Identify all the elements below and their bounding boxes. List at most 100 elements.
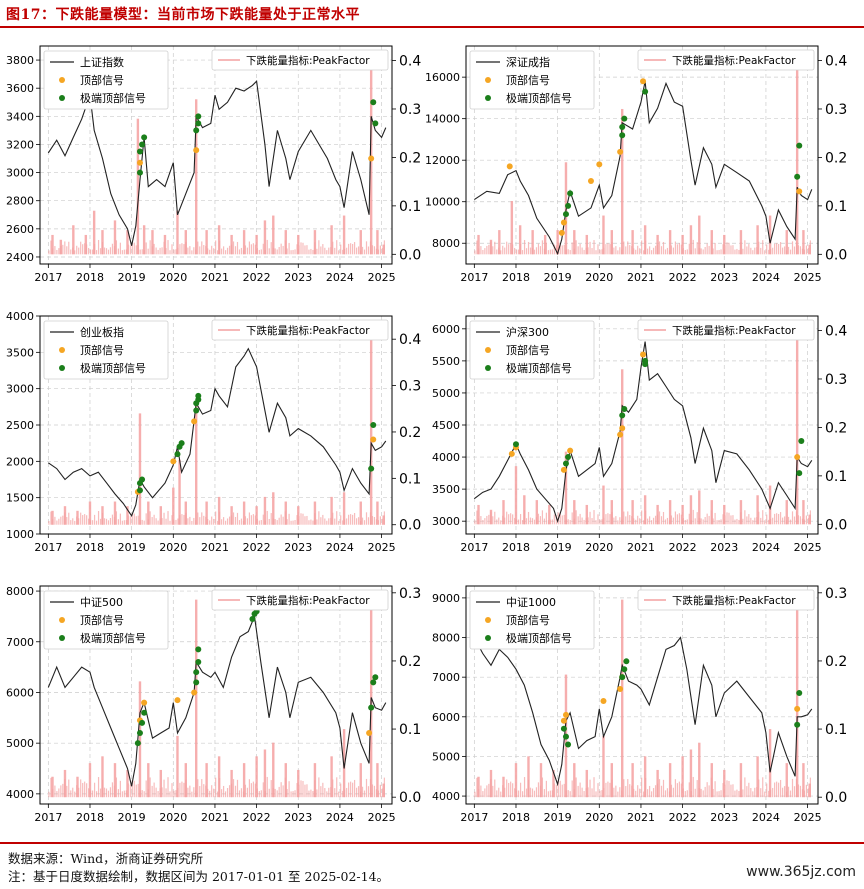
extreme-top-signal-point: [141, 709, 148, 716]
peak-factor-bar: [548, 504, 551, 525]
peak-factor-noise: [149, 240, 151, 255]
peak-factor-noise: [718, 249, 720, 255]
peak-factor-noise: [238, 249, 241, 255]
peak-factor-noise: [280, 782, 282, 798]
peak-factor-noise: [80, 779, 82, 798]
x-tick-label: 2019: [118, 541, 146, 554]
peak-factor-noise: [500, 791, 502, 798]
peak-factor-bar: [205, 230, 208, 255]
peak-factor-noise: [521, 791, 524, 798]
extreme-top-signal-point: [372, 674, 379, 681]
peak-factor-noise: [746, 786, 748, 798]
peak-factor-noise: [635, 249, 637, 255]
peak-factor-noise: [117, 248, 120, 255]
peak-factor-bar: [195, 599, 198, 798]
peak-factor-noise: [145, 780, 147, 798]
peak-factor-noise: [153, 243, 155, 255]
peak-factor-bar: [723, 769, 726, 798]
peak-factor-noise: [543, 789, 546, 798]
peak-factor-bar: [369, 592, 373, 798]
legend-peak-label: 下跌能量指标:PeakFactor: [246, 324, 370, 337]
peak-factor-noise: [306, 245, 308, 255]
x-tick-label: 2020: [159, 811, 187, 824]
peak-factor-noise: [496, 519, 498, 525]
peak-factor-noise: [676, 783, 678, 798]
peak-factor-noise: [601, 519, 603, 525]
peak-factor-noise: [801, 789, 804, 798]
peak-factor-noise: [740, 780, 742, 798]
peak-factor-noise: [549, 249, 551, 255]
peak-factor-noise: [292, 520, 294, 525]
peak-factor-noise: [694, 788, 696, 798]
peak-factor-noise: [123, 249, 125, 255]
top-signal-point: [640, 351, 647, 358]
peak-factor-noise: [157, 249, 159, 255]
y-right-tick-label: 0.0: [399, 247, 421, 263]
peak-factor-noise: [224, 520, 227, 525]
peak-factor-noise: [262, 782, 264, 798]
peak-factor-noise: [173, 790, 175, 798]
peak-factor-noise: [209, 790, 211, 798]
peak-factor-noise: [795, 241, 798, 255]
peak-factor-noise: [678, 513, 680, 525]
peak-factor-noise: [718, 519, 720, 525]
peak-factor-noise: [209, 249, 211, 255]
y-tick-label: 6000: [432, 711, 460, 724]
y-right-tick-label: 0.1: [825, 722, 847, 738]
peak-factor-noise: [278, 786, 280, 798]
peak-factor-noise: [609, 244, 611, 255]
extreme-top-signal-point: [798, 438, 805, 445]
peak-factor-noise: [191, 250, 193, 255]
peak-factor-noise: [627, 779, 629, 798]
peak-factor-noise: [807, 248, 809, 255]
peak-factor-noise: [244, 516, 247, 525]
peak-factor-noise: [68, 779, 70, 798]
peak-factor-noise: [215, 511, 217, 525]
peak-factor-noise: [288, 242, 290, 255]
peak-factor-noise: [533, 790, 536, 798]
peak-factor-bar: [527, 756, 530, 798]
peak-factor-noise: [758, 779, 760, 798]
legend-box: [211, 49, 389, 71]
peak-factor-noise: [169, 520, 171, 525]
peak-factor-noise: [93, 514, 96, 525]
peak-factor-noise: [609, 514, 611, 525]
peak-factor-noise: [637, 245, 639, 255]
peak-factor-noise: [260, 520, 262, 525]
peak-factor-bar: [643, 495, 647, 525]
peak-factor-noise: [86, 244, 88, 255]
peak-factor-noise: [133, 513, 135, 525]
peak-factor-noise: [647, 248, 649, 255]
peak-factor-noise: [625, 246, 627, 255]
peak-factor-noise: [383, 511, 385, 525]
peak-factor-noise: [260, 249, 262, 255]
peak-factor-noise: [361, 246, 364, 255]
peak-factor-noise: [189, 785, 191, 798]
peak-factor-noise: [336, 511, 338, 525]
peak-factor-noise: [797, 515, 800, 525]
y-tick-label: 4000: [432, 451, 460, 464]
y-axis-left: 3000 3500 4000 4500 5000 5500 6000: [432, 323, 466, 528]
y-right-tick-label: 0.4: [825, 324, 847, 340]
peak-factor-baseline: [474, 776, 811, 798]
peak-factor-noise: [772, 247, 774, 255]
peak-factor-noise: [316, 248, 318, 255]
peak-factor-noise: [565, 790, 567, 798]
peak-factor-noise: [734, 790, 736, 798]
peak-factor-noise: [115, 777, 118, 798]
peak-factor-noise: [236, 512, 239, 525]
peak-factor-noise: [583, 249, 585, 255]
peak-factor-noise: [300, 780, 302, 798]
extreme-top-signal-point: [136, 730, 143, 737]
peak-factor-noise: [555, 784, 557, 798]
peak-factor-noise: [183, 514, 185, 525]
x-tick-label: 2018: [76, 271, 104, 284]
peak-factor-bar: [297, 234, 300, 255]
peak-factor-noise: [712, 788, 714, 798]
peak-factor-bar: [255, 506, 258, 525]
peak-factor-noise: [274, 248, 276, 255]
peak-factor-noise: [692, 239, 694, 255]
peak-factor-noise: [702, 790, 704, 798]
top-signal-point: [560, 219, 567, 226]
